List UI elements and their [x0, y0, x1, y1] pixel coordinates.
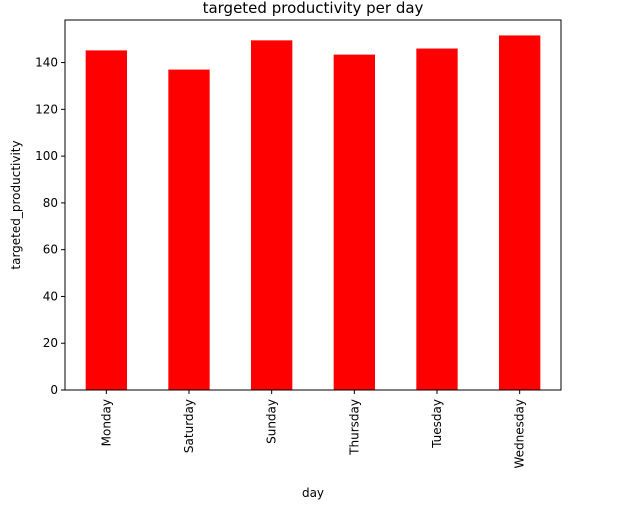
y-tick-label: 120 [35, 102, 58, 116]
y-tick-label: 100 [35, 149, 58, 163]
y-tick-label: 80 [43, 196, 58, 210]
y-axis-label: targeted_productivity [9, 140, 23, 269]
y-tick-label: 0 [50, 383, 58, 397]
x-axis-label: day [302, 486, 324, 500]
bar-wednesday [499, 35, 541, 390]
chart-title: targeted productivity per day [203, 0, 424, 17]
bars-group [85, 35, 541, 391]
y-tick-label: 60 [43, 243, 58, 257]
x-axis: Monday Saturday Sunday Thursday Tuesday Wedne… [99, 390, 527, 468]
y-tick-label: 40 [43, 289, 58, 303]
y-tick-label: 20 [43, 336, 58, 350]
bar-tuesday [416, 48, 458, 390]
x-tick-label: Monday [99, 399, 113, 446]
x-tick-label: Thursday [347, 399, 361, 456]
plot-frame [64, 19, 562, 391]
bar-thursday [333, 54, 375, 390]
x-tick-label: Tuesday [430, 399, 444, 449]
x-tick-label: Sunday [265, 399, 279, 444]
y-axis: 0 20 40 60 80 100 120 140 [35, 56, 65, 397]
x-tick-label: Wednesday [513, 399, 527, 468]
y-tick-label: 140 [35, 56, 58, 70]
bar-saturday [168, 69, 210, 390]
bar-monday [85, 50, 127, 391]
bar-sunday [251, 40, 293, 391]
x-tick-label: Saturday [182, 399, 196, 453]
